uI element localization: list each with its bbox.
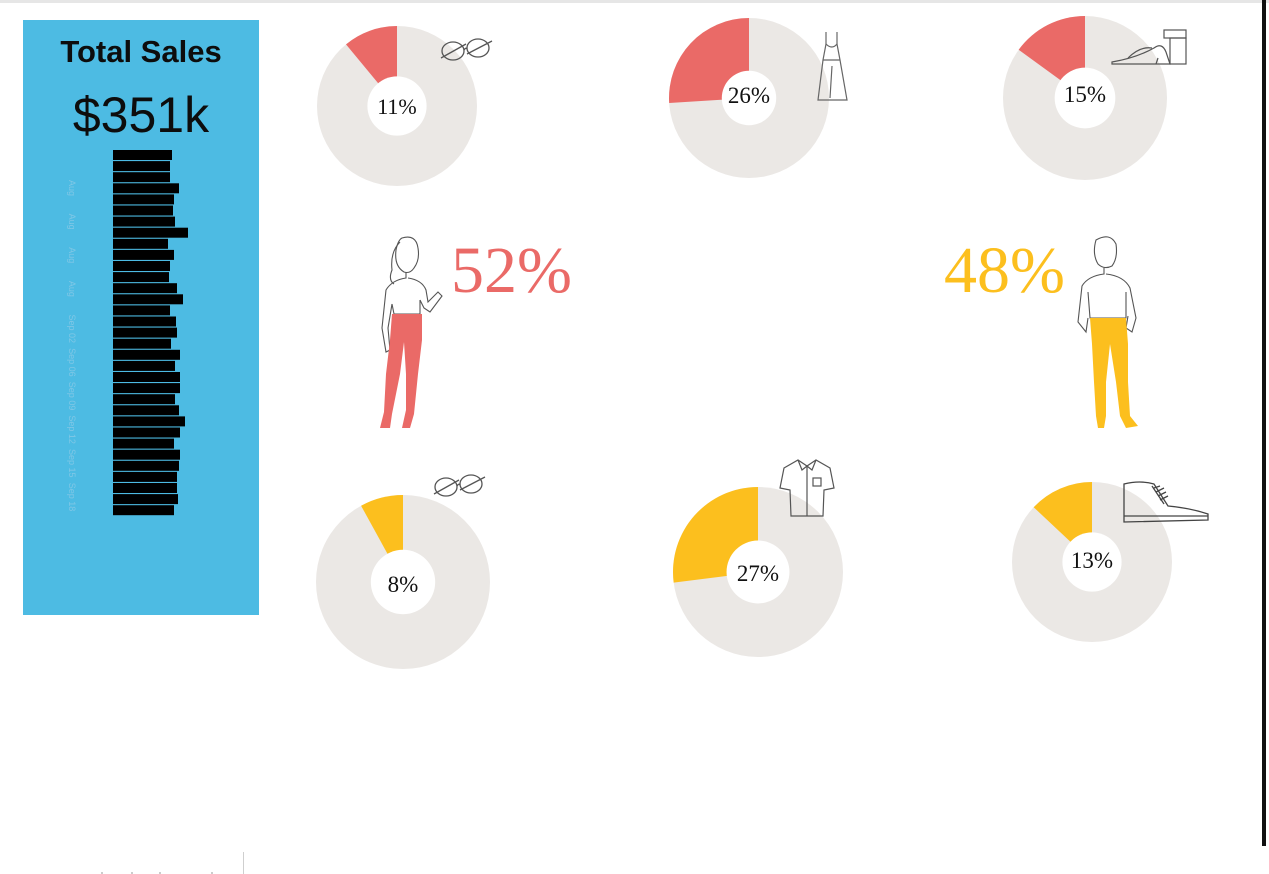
sales-bar [113,238,168,249]
sales-bar [113,305,170,316]
donut-hole [726,540,790,604]
donut-women-dress [669,18,829,178]
sales-tick-label: Aug [67,180,77,196]
sales-bar [113,183,179,194]
donut-label-men-glasses: 8% [387,572,419,597]
glasses-icon [433,474,486,497]
sandal-icon [1111,29,1187,65]
donut-hole [367,76,427,136]
sales-tick-label: Aug [67,214,77,230]
glasses-icon [440,38,493,61]
total-sales-panel: Total Sales $351k Aug Aug Aug Aug Sep 02 Sep … [23,20,259,615]
sales-tick-label: Sep 06 [67,348,77,377]
sales-bar [113,460,179,471]
donut-hole [1062,532,1122,592]
women-share-label: 52% [451,234,572,307]
sales-bar [113,338,171,349]
sales-bar [113,372,180,382]
donut-hole [721,70,777,126]
man-figure-icon [1077,236,1138,428]
sales-bar [113,172,170,183]
sales-bar [113,394,175,405]
donut-label-women-glasses: 11% [377,94,417,119]
sales-bar [113,150,172,160]
donut-label-women-sandal: 15% [1063,82,1107,107]
donut-men-shirt [673,487,843,657]
sales-bar [113,272,169,283]
donut-label-women-dress: 26% [727,83,771,108]
sales-bar-chart: Aug Aug Aug Aug Sep 02 Sep 06 Sep 09 Sep 12 Sep … [67,150,188,516]
sales-bar [113,505,174,516]
right-border [1262,0,1266,846]
sales-bar [113,449,180,460]
dress-icon [817,32,848,101]
sales-tick-label: Sep 12 [67,415,77,444]
sales-tick-label: Sep 02 [67,315,77,344]
donut-men-glasses [316,495,490,669]
sales-bar [113,483,177,493]
donut-label-men-shirt: 27% [736,561,780,586]
sales-bar [113,194,174,205]
sales-bar [113,405,179,416]
sales-bar [113,427,180,438]
sales-bar [113,283,177,294]
sales-bar [113,294,183,305]
sales-bar [113,327,177,338]
sales-bar [113,416,185,427]
sales-bar [113,216,175,227]
donut-hole [370,549,436,615]
sales-tick-label: Aug [67,247,77,263]
sales-bar [113,360,175,371]
sales-tick-label: Sep 18 [67,483,77,512]
total-sales-value: $351k [72,87,210,143]
sales-bar [113,471,177,482]
donut-women-sandal [1003,16,1167,180]
men-share-label: 48% [944,234,1065,307]
sales-bar [113,261,170,271]
sales-bar [113,205,173,216]
donut-women-glasses [317,26,477,186]
sales-bar [113,494,178,505]
donut-hole [1054,67,1116,129]
sales-bar [113,227,188,238]
sales-bar [113,161,170,172]
sales-tick-label: Sep 09 [67,382,77,411]
shirt-icon [779,459,835,517]
sales-bar [113,383,180,394]
shoe-icon [1123,481,1209,523]
top-border [0,0,1269,3]
donut-label-men-shoe: 13% [1070,548,1114,573]
sales-bar [113,349,180,360]
footer-divider [243,852,244,874]
donut-men-shoe [1012,482,1172,642]
sales-tick-label: Sep 15 [67,449,77,478]
sales-bar [113,438,174,449]
sales-tick-label: Aug [67,281,77,297]
woman-figure-icon [380,236,443,428]
sales-bar [113,316,176,327]
total-sales-title: Total Sales [60,34,222,69]
sales-bar [113,249,174,260]
footer-ticks [101,872,213,874]
